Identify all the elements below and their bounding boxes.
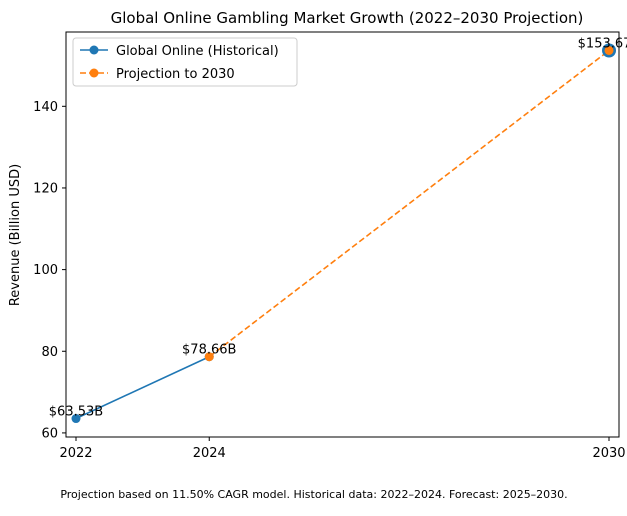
series-line-1 (208, 49, 610, 358)
series-layer (71, 43, 617, 424)
data-point (71, 414, 81, 424)
data-label: $63.53B (49, 405, 103, 420)
legend-box (72, 37, 298, 87)
data-label: $78.66B (182, 343, 236, 358)
legend-label-historical: Global Online (Historical) (116, 44, 279, 59)
legend-marker-projection (89, 68, 99, 78)
chart-footnote: Projection based on 11.50% CAGR model. H… (60, 488, 567, 501)
y-axis-label: Revenue (Billion USD) (8, 164, 23, 306)
plot-area (65, 31, 620, 438)
y-tick-label: 60 (41, 426, 58, 441)
x-tick-label: 2030 (592, 446, 625, 461)
legend: Global Online (Historical) Projection to… (72, 37, 298, 87)
data-point (604, 45, 614, 55)
y-tick-label: 100 (33, 263, 58, 278)
chart-title: Global Online Gambling Market Growth (20… (111, 9, 584, 27)
series-line-0 (75, 356, 210, 420)
x-tick-label: 2022 (59, 446, 92, 461)
y-tick-label: 140 (33, 100, 58, 115)
axes-layer: 2022 2024 2030 60 80 100 120 140 (33, 100, 625, 461)
annotation-layer: $63.53B $78.66B $153.67B (49, 36, 627, 419)
y-tick-label: 80 (41, 345, 58, 360)
data-label: $153.67B (578, 36, 627, 51)
data-point (204, 352, 214, 362)
x-tick-label: 2024 (193, 446, 226, 461)
legend-label-projection: Projection to 2030 (116, 67, 235, 82)
y-tick-label: 120 (33, 181, 58, 196)
legend-marker-historical (89, 45, 99, 55)
